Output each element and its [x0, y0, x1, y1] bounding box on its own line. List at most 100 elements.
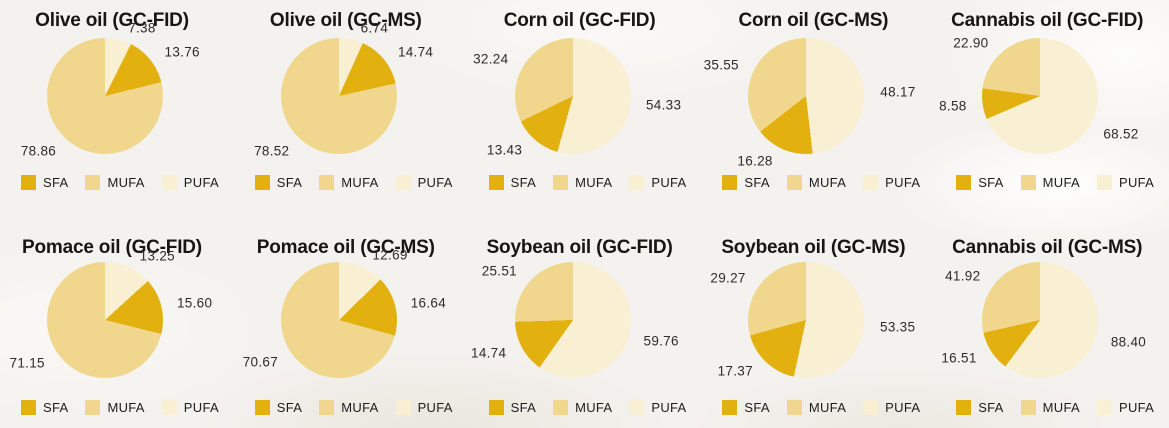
legend-item: MUFA: [786, 175, 847, 190]
legend-swatch-icon: [319, 175, 335, 190]
legend-label: SFA: [510, 400, 537, 415]
legend-label: MUFA: [107, 400, 145, 415]
legend-item: PUFA: [629, 175, 686, 190]
value-label-mufa: 29.27: [710, 270, 746, 286]
legend: SFA MUFA PUFA: [956, 175, 1154, 190]
legend-label: PUFA: [183, 175, 219, 190]
legend-label: MUFA: [1042, 400, 1080, 415]
value-label-mufa: 35.55: [703, 57, 739, 73]
legend-item: PUFA: [395, 400, 453, 415]
pie-chart: [280, 262, 397, 378]
legend-swatch-icon: [395, 400, 411, 415]
legend-label: SFA: [276, 175, 303, 190]
legend-label: MUFA: [575, 400, 613, 415]
legend-item: PUFA: [161, 175, 219, 190]
pie-chart: [514, 262, 631, 378]
legend-item: MUFA: [319, 175, 378, 190]
legend-label: SFA: [43, 175, 69, 190]
value-label-pufa: 7.38: [128, 20, 156, 36]
legend-item: MUFA: [85, 175, 144, 190]
legend-label: MUFA: [808, 175, 847, 190]
legend-swatch-icon: [1096, 175, 1112, 190]
legend-swatch-icon: [956, 175, 972, 190]
legend-swatch-icon: [85, 400, 101, 415]
pie-chart: [280, 38, 397, 154]
legend-label: PUFA: [885, 400, 921, 415]
chart-card: Cannabis oil (GC-MS) 16.51 41.92 88.40 S…: [935, 214, 1169, 428]
legend-label: SFA: [978, 400, 1004, 415]
legend-label: MUFA: [107, 175, 145, 190]
chart-title: Olive oil (GC-MS): [269, 10, 422, 31]
value-label-pufa: 12.69: [372, 247, 408, 263]
legend-item: SFA: [722, 175, 770, 190]
chart-title: Soybean oil (GC-MS): [721, 237, 906, 258]
legend-swatch-icon: [254, 400, 270, 415]
chart-title: Soybean oil (GC-FID): [486, 237, 673, 258]
pie-chart: [982, 262, 1099, 378]
legend: SFA MUFA PUFA: [488, 175, 687, 190]
legend-label: MUFA: [575, 175, 613, 190]
legend-item: PUFA: [395, 175, 453, 190]
value-label-pufa: 59.76: [643, 333, 679, 349]
legend-item: SFA: [722, 400, 770, 415]
legend-item: MUFA: [553, 175, 612, 190]
legend-swatch-icon: [863, 400, 879, 415]
chart-title: Cannabis oil (GC-FID): [951, 10, 1144, 31]
chart-title: Olive oil (GC-FID): [35, 10, 189, 31]
legend-swatch-icon: [488, 175, 504, 190]
value-label-sfa: 16.28: [737, 153, 773, 169]
value-label-pufa: 68.52: [1103, 126, 1139, 142]
pie-chart: [47, 262, 163, 378]
legend: SFA MUFA PUFA: [722, 400, 920, 415]
legend-label: PUFA: [183, 400, 219, 415]
legend-item: SFA: [21, 400, 68, 415]
pie-chart: [748, 262, 865, 378]
legend-swatch-icon: [395, 175, 411, 190]
value-label-sfa: 14.74: [397, 44, 434, 60]
legend-label: MUFA: [808, 400, 847, 415]
legend-swatch-icon: [722, 175, 738, 190]
legend-label: PUFA: [651, 175, 687, 190]
chart-card: Soybean oil (GC-MS) 17.37 29.27 53.35 SF…: [701, 214, 935, 428]
value-label-pufa: 53.35: [880, 319, 916, 335]
pie-chart: [982, 38, 1099, 154]
legend-item: MUFA: [85, 400, 144, 415]
legend-label: PUFA: [1118, 400, 1155, 415]
legend-swatch-icon: [161, 400, 177, 415]
legend-item: PUFA: [863, 400, 920, 415]
legend-label: PUFA: [417, 175, 453, 190]
chart-title: Corn oil (GC-FID): [503, 10, 656, 31]
legend-item: PUFA: [1096, 175, 1155, 190]
legend-swatch-icon: [956, 400, 972, 415]
legend-swatch-icon: [1020, 175, 1036, 190]
legend-label: PUFA: [1118, 175, 1155, 190]
chart-card: Olive oil (GC-FID) 13.76 78.86 7.38 SFA …: [0, 0, 234, 214]
value-label-pufa: 13.25: [139, 248, 175, 264]
value-label-sfa: 14.74: [471, 345, 507, 361]
pie-chart: [748, 38, 865, 154]
value-label-mufa: 32.24: [473, 51, 509, 67]
legend: SFA MUFA PUFA: [254, 175, 453, 190]
legend-item: SFA: [956, 175, 1003, 190]
value-label-sfa: 13.76: [164, 44, 200, 60]
legend-label: SFA: [276, 400, 303, 415]
legend-label: PUFA: [885, 175, 921, 190]
legend-swatch-icon: [629, 175, 645, 190]
legend-swatch-icon: [786, 400, 802, 415]
legend-label: MUFA: [341, 175, 379, 190]
value-label-pufa: 48.17: [880, 84, 916, 100]
legend-swatch-icon: [722, 400, 738, 415]
chart-title: Cannabis oil (GC-MS): [952, 237, 1143, 258]
legend-swatch-icon: [863, 175, 879, 190]
value-label-sfa: 13.43: [486, 142, 523, 158]
value-label-sfa: 16.51: [941, 350, 977, 366]
value-label-sfa: 8.58: [939, 98, 967, 114]
legend-item: SFA: [488, 175, 536, 190]
legend-item: SFA: [488, 400, 537, 415]
legend: SFA MUFA PUFA: [21, 400, 219, 415]
legend-swatch-icon: [85, 175, 101, 190]
legend-swatch-icon: [629, 400, 645, 415]
chart-title: Corn oil (GC-MS): [738, 10, 889, 31]
legend-swatch-icon: [319, 400, 335, 415]
